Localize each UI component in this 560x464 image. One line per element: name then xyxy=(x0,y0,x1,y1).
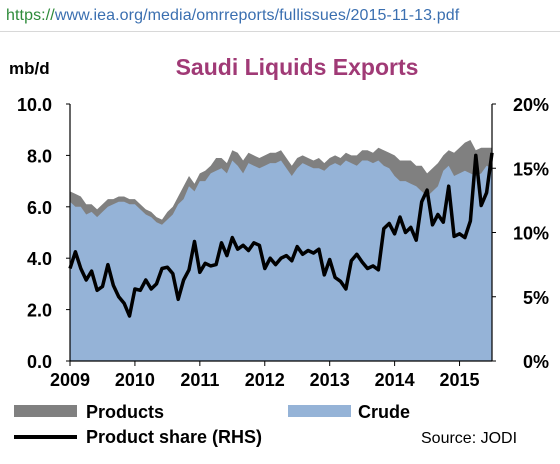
x-tick-label: 2012 xyxy=(245,370,285,390)
legend-label-crude: Crude xyxy=(358,402,410,422)
axes xyxy=(66,103,496,366)
plot-lines xyxy=(68,152,494,318)
x-tick-label: 2011 xyxy=(180,370,219,390)
legend-label-products: Products xyxy=(86,402,164,422)
product-share-line xyxy=(68,152,494,318)
x-tick-label: 2009 xyxy=(50,370,90,390)
y2-tick-label: 5% xyxy=(523,288,549,308)
y-tick-label: 6.0 xyxy=(27,198,52,218)
chart-title: Saudi Liquids Exports xyxy=(176,54,419,80)
y2-tick-label: 20% xyxy=(513,95,549,115)
y-tick-label: 0.0 xyxy=(27,352,52,372)
url-path: www.iea.org/media/omrreports/fullissues/… xyxy=(54,7,460,24)
y2-tick-label: 0% xyxy=(523,352,549,372)
x-tick-label: 2010 xyxy=(115,370,155,390)
legend: Products Crude Product share (RHS) xyxy=(14,402,410,447)
chart-source: Source: JODI xyxy=(421,430,517,447)
y2-tick-label: 15% xyxy=(513,159,549,179)
y-tick-label: 8.0 xyxy=(27,146,52,166)
legend-swatch-crude xyxy=(288,405,351,417)
saudi-liquids-exports-chart: Saudi Liquids Exports mb/d 0.0 2.0 4.0 6.0 8… xyxy=(9,54,549,447)
legend-swatch-products xyxy=(14,405,77,417)
address-url[interactable]: https://www.iea.org/media/omrreports/ful… xyxy=(6,7,459,25)
y-axis-unit-label: mb/d xyxy=(9,59,50,78)
tick-labels: 0.0 2.0 4.0 6.0 8.0 10.0 0% 5% 10% 15% 20% 2009 2010… xyxy=(17,95,549,390)
y2-tick-label: 10% xyxy=(513,224,549,244)
x-tick-label: 2015 xyxy=(440,370,480,390)
x-tick-label: 2014 xyxy=(375,370,415,390)
address-bar[interactable]: https://www.iea.org/media/omrreports/ful… xyxy=(0,0,560,32)
y-tick-label: 10.0 xyxy=(17,95,52,115)
x-tick-label: 2013 xyxy=(310,370,350,390)
y-tick-label: 4.0 xyxy=(27,249,52,269)
legend-label-product-share: Product share (RHS) xyxy=(86,427,262,447)
plot-areas xyxy=(70,140,492,361)
url-scheme: https:// xyxy=(6,7,55,24)
y-tick-label: 2.0 xyxy=(27,301,52,321)
